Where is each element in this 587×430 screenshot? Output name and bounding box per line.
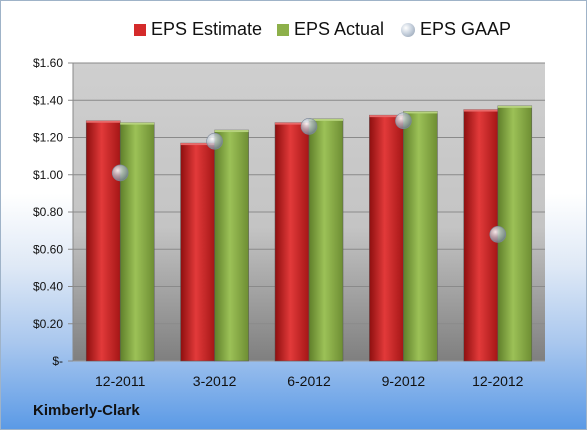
gaap-marker — [300, 118, 318, 135]
legend-item-eps-estimate: EPS Estimate — [134, 17, 262, 41]
company-label: Kimberly-Clark — [33, 402, 140, 419]
bar-cap-eps-estimate — [369, 115, 404, 118]
x-tick-label: 3-2012 — [193, 373, 237, 389]
y-axis-ticks: $- $0.20 $0.40 $0.60 $0.80 $1.00 $1.20 $1.40 $1.… — [33, 56, 63, 368]
legend-item-eps-actual: EPS Actual — [277, 17, 384, 41]
bar-cap-eps-estimate — [86, 120, 121, 123]
legend-label-eps-estimate: EPS Estimate — [151, 19, 263, 39]
bar-eps-estimate — [180, 142, 215, 362]
y-tick-label: $1.40 — [33, 93, 63, 107]
y-tick-label: $- — [52, 354, 63, 368]
gaap-marker — [489, 226, 507, 243]
bar-eps-actual — [403, 111, 438, 362]
bar-cap-eps-actual — [497, 105, 532, 108]
bar-cap-eps-actual — [214, 130, 249, 133]
y-tick-label: $0.80 — [33, 205, 63, 219]
legend-swatch-eps-gaap — [401, 23, 415, 37]
x-axis-ticks: 12-2011 3-2012 6-2012 9-2012 12-2012 — [95, 373, 524, 389]
gaap-markers — [111, 112, 507, 243]
bar-eps-estimate — [85, 120, 121, 362]
bars — [85, 105, 533, 362]
bar-cap-eps-actual — [120, 122, 155, 125]
bar-cap-eps-actual — [403, 111, 438, 114]
x-tick-label: 12-2011 — [95, 373, 146, 389]
bar-eps-actual — [308, 118, 344, 362]
legend: EPS Estimate EPS Actual EPS GAAP — [1, 17, 586, 41]
bar-eps-actual — [214, 129, 249, 362]
bar-cap-eps-estimate — [180, 143, 215, 146]
bar-eps-estimate — [369, 114, 404, 362]
x-tick-label: 6-2012 — [287, 373, 331, 389]
gaap-marker — [206, 132, 223, 150]
legend-label-eps-gaap: EPS GAAP — [420, 19, 512, 39]
gaap-marker — [111, 164, 129, 182]
legend-label-eps-actual: EPS Actual — [294, 19, 385, 39]
y-tick-label: $1.20 — [33, 131, 63, 145]
bar-eps-actual — [119, 122, 155, 362]
legend-swatch-eps-estimate — [134, 24, 146, 36]
y-tick-label: $0.60 — [33, 242, 63, 256]
y-tick-label: $0.20 — [33, 317, 63, 331]
gaap-marker — [395, 112, 412, 130]
x-tick-label: 9-2012 — [382, 373, 426, 389]
bar-cap-eps-estimate — [275, 122, 309, 125]
x-tick-label: 12-2012 — [472, 373, 524, 389]
legend-item-eps-gaap: EPS GAAP — [401, 17, 511, 41]
y-tick-label: $0.40 — [33, 280, 63, 294]
bar-eps-estimate — [274, 122, 310, 362]
y-tick-label: $1.00 — [33, 168, 63, 182]
y-tick-label: $1.60 — [33, 56, 63, 70]
bar-cap-eps-estimate — [463, 109, 498, 112]
bar-cap-eps-actual — [309, 118, 343, 121]
legend-swatch-eps-actual — [277, 24, 289, 36]
